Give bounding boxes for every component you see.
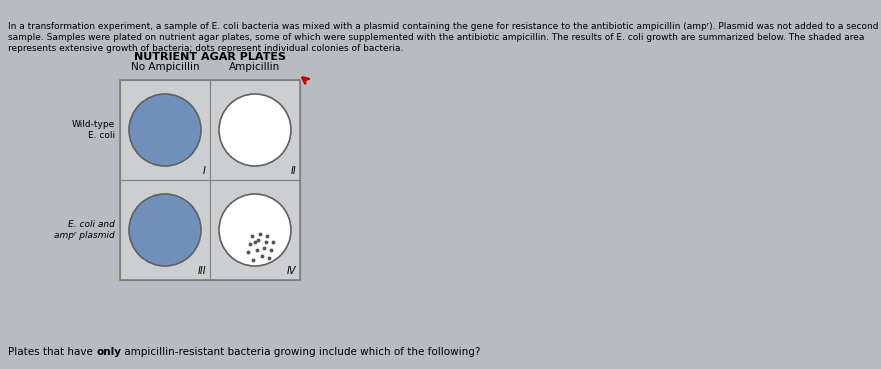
- Circle shape: [219, 194, 291, 266]
- Text: I: I: [204, 166, 206, 176]
- Text: III: III: [197, 266, 206, 276]
- Bar: [210, 180, 300, 280]
- Text: represents extensive growth of bacteria; dots represent individual colonies of b: represents extensive growth of bacteria;…: [8, 44, 403, 53]
- Text: NUTRIENT AGAR PLATES: NUTRIENT AGAR PLATES: [134, 52, 286, 62]
- Text: Ampicillin: Ampicillin: [229, 62, 281, 72]
- Circle shape: [129, 94, 201, 166]
- Circle shape: [129, 194, 201, 266]
- Text: E. coli and
ampʳ plasmid: E. coli and ampʳ plasmid: [55, 220, 115, 240]
- Bar: [120, 80, 300, 280]
- Bar: [120, 180, 210, 280]
- Text: Plates that have: Plates that have: [8, 347, 96, 357]
- Bar: [120, 80, 210, 180]
- Text: In a transformation experiment, a sample of E. coli bacteria was mixed with a pl: In a transformation experiment, a sample…: [8, 22, 878, 31]
- Text: only: only: [96, 347, 121, 357]
- Circle shape: [219, 94, 291, 166]
- Text: Wild-type
E. coli: Wild-type E. coli: [71, 120, 115, 140]
- Text: IV: IV: [286, 266, 296, 276]
- Text: sample. Samples were plated on nutrient agar plates, some of which were suppleme: sample. Samples were plated on nutrient …: [8, 33, 864, 42]
- Text: II: II: [290, 166, 296, 176]
- Bar: [210, 80, 300, 180]
- Text: No Ampicillin: No Ampicillin: [130, 62, 199, 72]
- Text: ampicillin-resistant bacteria growing include which of the following?: ampicillin-resistant bacteria growing in…: [121, 347, 480, 357]
